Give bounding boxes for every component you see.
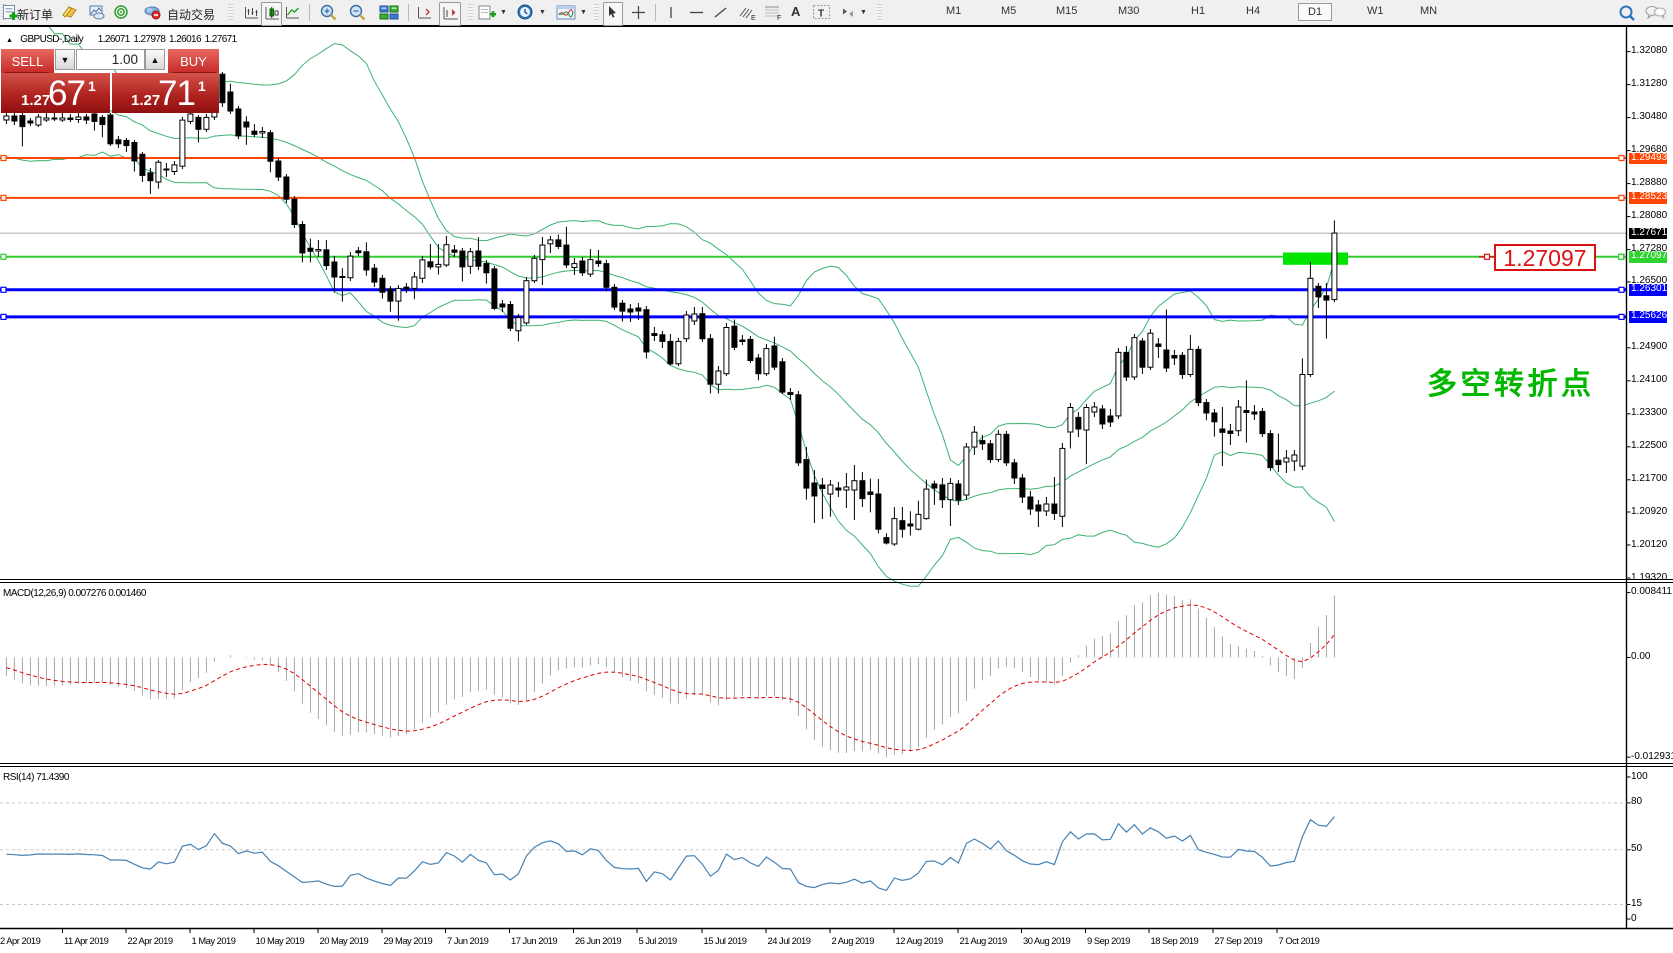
svg-text:E: E — [751, 15, 756, 21]
svg-text:F: F — [777, 15, 781, 21]
svg-text:T: T — [818, 9, 824, 20]
